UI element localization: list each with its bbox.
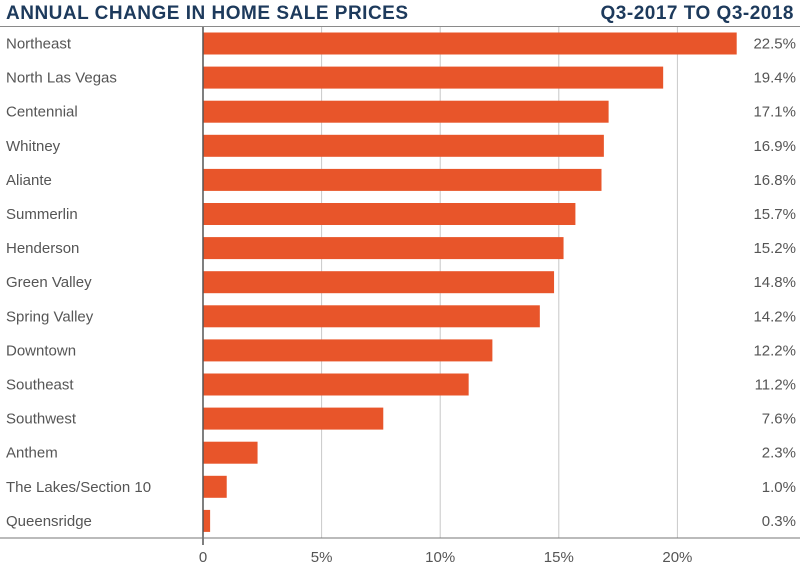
category-label: Anthem	[6, 445, 58, 462]
value-label: 15.7%	[753, 206, 796, 223]
category-label: Summerlin	[6, 206, 78, 223]
x-tick-label: 15%	[544, 549, 574, 566]
category-label: Southwest	[6, 411, 77, 428]
value-label: 22.5%	[753, 36, 796, 53]
category-label: Whitney	[6, 138, 61, 155]
bar	[203, 509, 211, 532]
bar	[203, 237, 564, 260]
category-label: The Lakes/Section 10	[6, 479, 151, 496]
value-label: 14.2%	[753, 308, 796, 325]
category-label: Green Valley	[6, 274, 92, 291]
value-label: 17.1%	[753, 104, 796, 121]
chart-title: ANNUAL CHANGE IN HOME SALE PRICES	[6, 3, 409, 24]
value-label: 12.2%	[753, 342, 796, 359]
bar	[203, 100, 609, 123]
value-label: 14.8%	[753, 274, 796, 291]
bar	[203, 66, 664, 89]
bar	[203, 339, 493, 362]
category-label: Spring Valley	[6, 308, 94, 325]
bar	[203, 373, 469, 396]
category-label: Henderson	[6, 240, 79, 257]
value-label: 1.0%	[762, 479, 796, 496]
bar	[203, 407, 384, 430]
value-label: 2.3%	[762, 445, 796, 462]
bar	[203, 203, 576, 225]
value-label: 15.2%	[753, 240, 796, 257]
x-tick-label: 20%	[662, 549, 692, 566]
x-tick-label: 0	[199, 549, 207, 566]
value-label: 16.8%	[753, 172, 796, 189]
category-label: North Las Vegas	[6, 70, 117, 87]
value-label: 7.6%	[762, 411, 796, 428]
bar	[203, 271, 555, 294]
value-label: 0.3%	[762, 513, 796, 530]
category-label: Centennial	[6, 104, 78, 121]
x-tick-label: 5%	[311, 549, 333, 566]
bar	[203, 305, 540, 328]
chart-subtitle: Q3-2017 TO Q3-2018	[600, 3, 794, 24]
category-label: Northeast	[6, 36, 72, 53]
top-rule	[0, 26, 800, 27]
category-label: Southeast	[6, 377, 74, 394]
category-label: Queensridge	[6, 513, 92, 530]
value-label: 11.2%	[755, 377, 796, 394]
bar	[203, 441, 258, 464]
bar	[203, 134, 604, 157]
bar	[203, 32, 737, 55]
category-label: Downtown	[6, 342, 76, 359]
bar	[203, 168, 602, 191]
bar	[203, 475, 227, 498]
value-label: 19.4%	[753, 70, 796, 87]
value-label: 16.9%	[753, 138, 796, 155]
x-tick-label: 10%	[425, 549, 455, 566]
category-label: Aliante	[6, 172, 52, 189]
